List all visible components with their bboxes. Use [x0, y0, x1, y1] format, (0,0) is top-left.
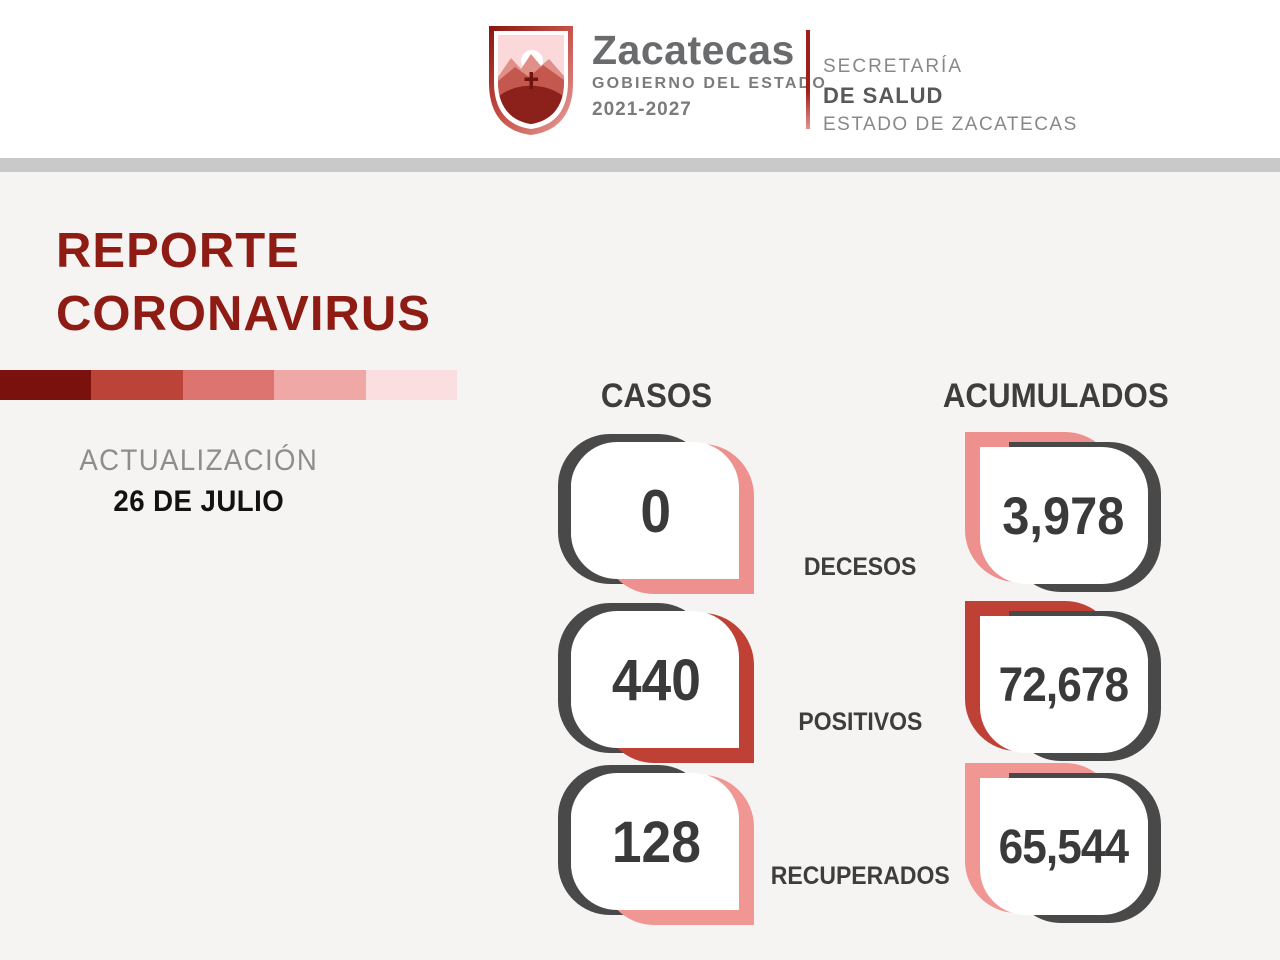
column-header-casos: CASOS — [600, 377, 712, 415]
badge-face — [980, 778, 1148, 915]
update-label: ACTUALIZACIÓN — [79, 444, 319, 477]
palette-segment — [0, 370, 92, 400]
casos-value-recuperados: 128 — [611, 809, 701, 875]
government-period: 2021-2027 — [592, 99, 692, 120]
red-palette-bar — [0, 370, 458, 400]
state-name: Zacatecas — [592, 27, 795, 73]
report-body: REPORTE CORONAVIRUS ACTUALIZACIÓN 26 DE … — [0, 172, 1280, 960]
row-label-recuperados: RECUPERADOS — [770, 862, 950, 890]
secretariat-line2: DE SALUD — [823, 83, 944, 108]
header-divider — [806, 30, 810, 129]
row-label-decesos: DECESOS — [803, 553, 917, 581]
acumulados-badge-positivos: 72,678 — [965, 601, 1161, 761]
casos-value-positivos: 440 — [611, 647, 701, 713]
badge-face — [980, 447, 1148, 584]
badge-face — [571, 773, 739, 910]
page-title: REPORTE CORONAVIRUS — [56, 220, 431, 346]
secretariat-line3: ESTADO DE ZACATECAS — [823, 114, 1078, 135]
update-date: 26 DE JULIO — [113, 485, 285, 518]
secretariat-block: SECRETARÍA DE SALUD ESTADO DE ZACATECAS — [823, 56, 1078, 136]
casos-badge-positivos: 440 — [558, 603, 754, 763]
acumulados-value-recuperados: 65,544 — [998, 820, 1128, 874]
palette-segment — [91, 370, 183, 400]
palette-segment — [274, 370, 366, 400]
government-header: Zacatecas GOBIERNO DEL ESTADO 2021-2027 … — [0, 0, 1280, 158]
government-tagline: GOBIERNO DEL ESTADO — [592, 75, 828, 92]
header-separator-bar — [0, 158, 1280, 172]
page-title-line1: REPORTE — [56, 224, 300, 278]
badge-face — [571, 611, 739, 748]
page-title-line2: CORONAVIRUS — [56, 287, 431, 341]
row-label-positivos: POSITIVOS — [798, 708, 922, 736]
acumulados-value-positivos: 72,678 — [998, 658, 1128, 712]
column-header-acumulados: ACUMULADOS — [943, 377, 1169, 415]
logo-wordmark: Zacatecas GOBIERNO DEL ESTADO 2021-2027 — [592, 28, 827, 121]
casos-badge-decesos: 0 — [558, 434, 754, 594]
palette-segment — [365, 370, 458, 400]
badge-face — [980, 616, 1148, 753]
casos-badge-recuperados: 128 — [558, 765, 754, 925]
palette-segment — [182, 370, 275, 400]
zacatecas-shield-logo — [489, 26, 573, 135]
acumulados-value-decesos: 3,978 — [1001, 486, 1125, 546]
acumulados-badge-decesos: 3,978 — [965, 432, 1161, 592]
update-block: ACTUALIZACIÓN 26 DE JULIO — [45, 444, 353, 519]
casos-value-decesos: 0 — [640, 477, 672, 545]
secretariat-line1: SECRETARÍA — [823, 56, 964, 77]
badge-face — [571, 442, 739, 579]
acumulados-badge-recuperados: 65,544 — [965, 763, 1161, 923]
